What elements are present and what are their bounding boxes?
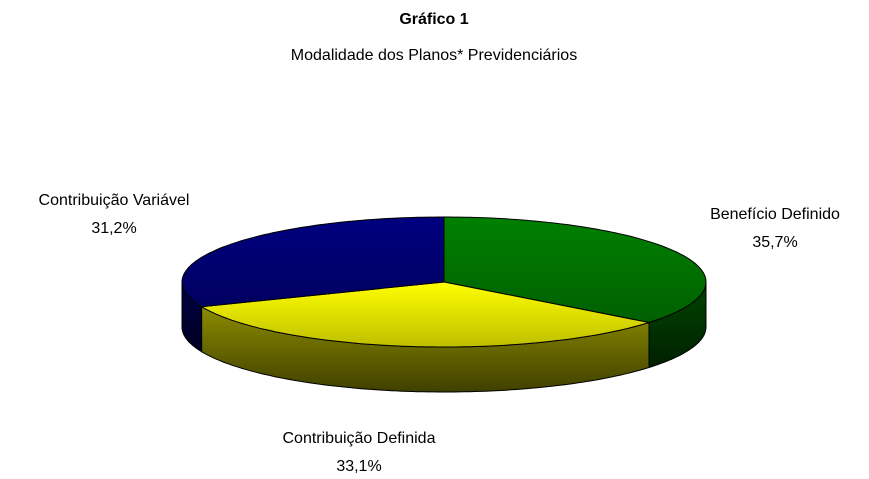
slice-value-label: 33,1% [336,458,381,475]
slice [199,281,650,348]
slice-label: Contribuição Variável [39,192,190,209]
slice-label: Contribuição Definida [283,430,436,447]
slice [443,216,707,324]
slice [181,216,445,308]
slice-label: Benefício Definido [710,206,840,223]
slice-value-label: 31,2% [91,220,136,237]
slice-value-label: 35,7% [752,234,797,251]
chart-title: Gráfico 1 [399,11,468,28]
chart-subtitle: Modalidade dos Planos* Previdenciários [291,47,577,64]
